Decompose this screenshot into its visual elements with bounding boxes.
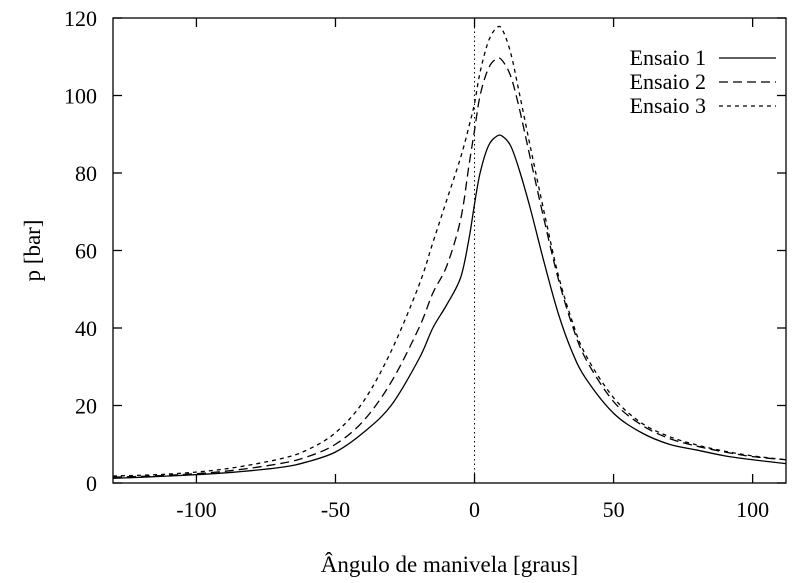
legend-label-1: Ensaio 1 (630, 45, 706, 70)
x-tick-label: 0 (469, 497, 480, 522)
legend-label-2: Ensaio 2 (630, 69, 706, 94)
x-tick-label: 50 (603, 497, 625, 522)
series-line-1 (113, 134, 786, 479)
y-tick-label: 0 (86, 471, 97, 496)
series-line-2 (113, 57, 786, 478)
y-tick-label: 60 (75, 239, 97, 264)
y-axis-title: p [bar] (20, 220, 45, 282)
series-line-3 (113, 25, 786, 477)
x-axis-title: Ângulo de manivela [graus] (321, 552, 578, 577)
y-tick-label: 120 (64, 6, 97, 31)
legend-label-3: Ensaio 3 (630, 93, 706, 118)
y-tick-label: 100 (64, 84, 97, 109)
x-tick-label: 100 (736, 497, 769, 522)
x-tick-label: -50 (321, 497, 350, 522)
y-tick-label: 80 (75, 161, 97, 186)
y-tick-label: 20 (75, 394, 97, 419)
y-tick-label: 40 (75, 316, 97, 341)
x-tick-label: -100 (176, 497, 216, 522)
